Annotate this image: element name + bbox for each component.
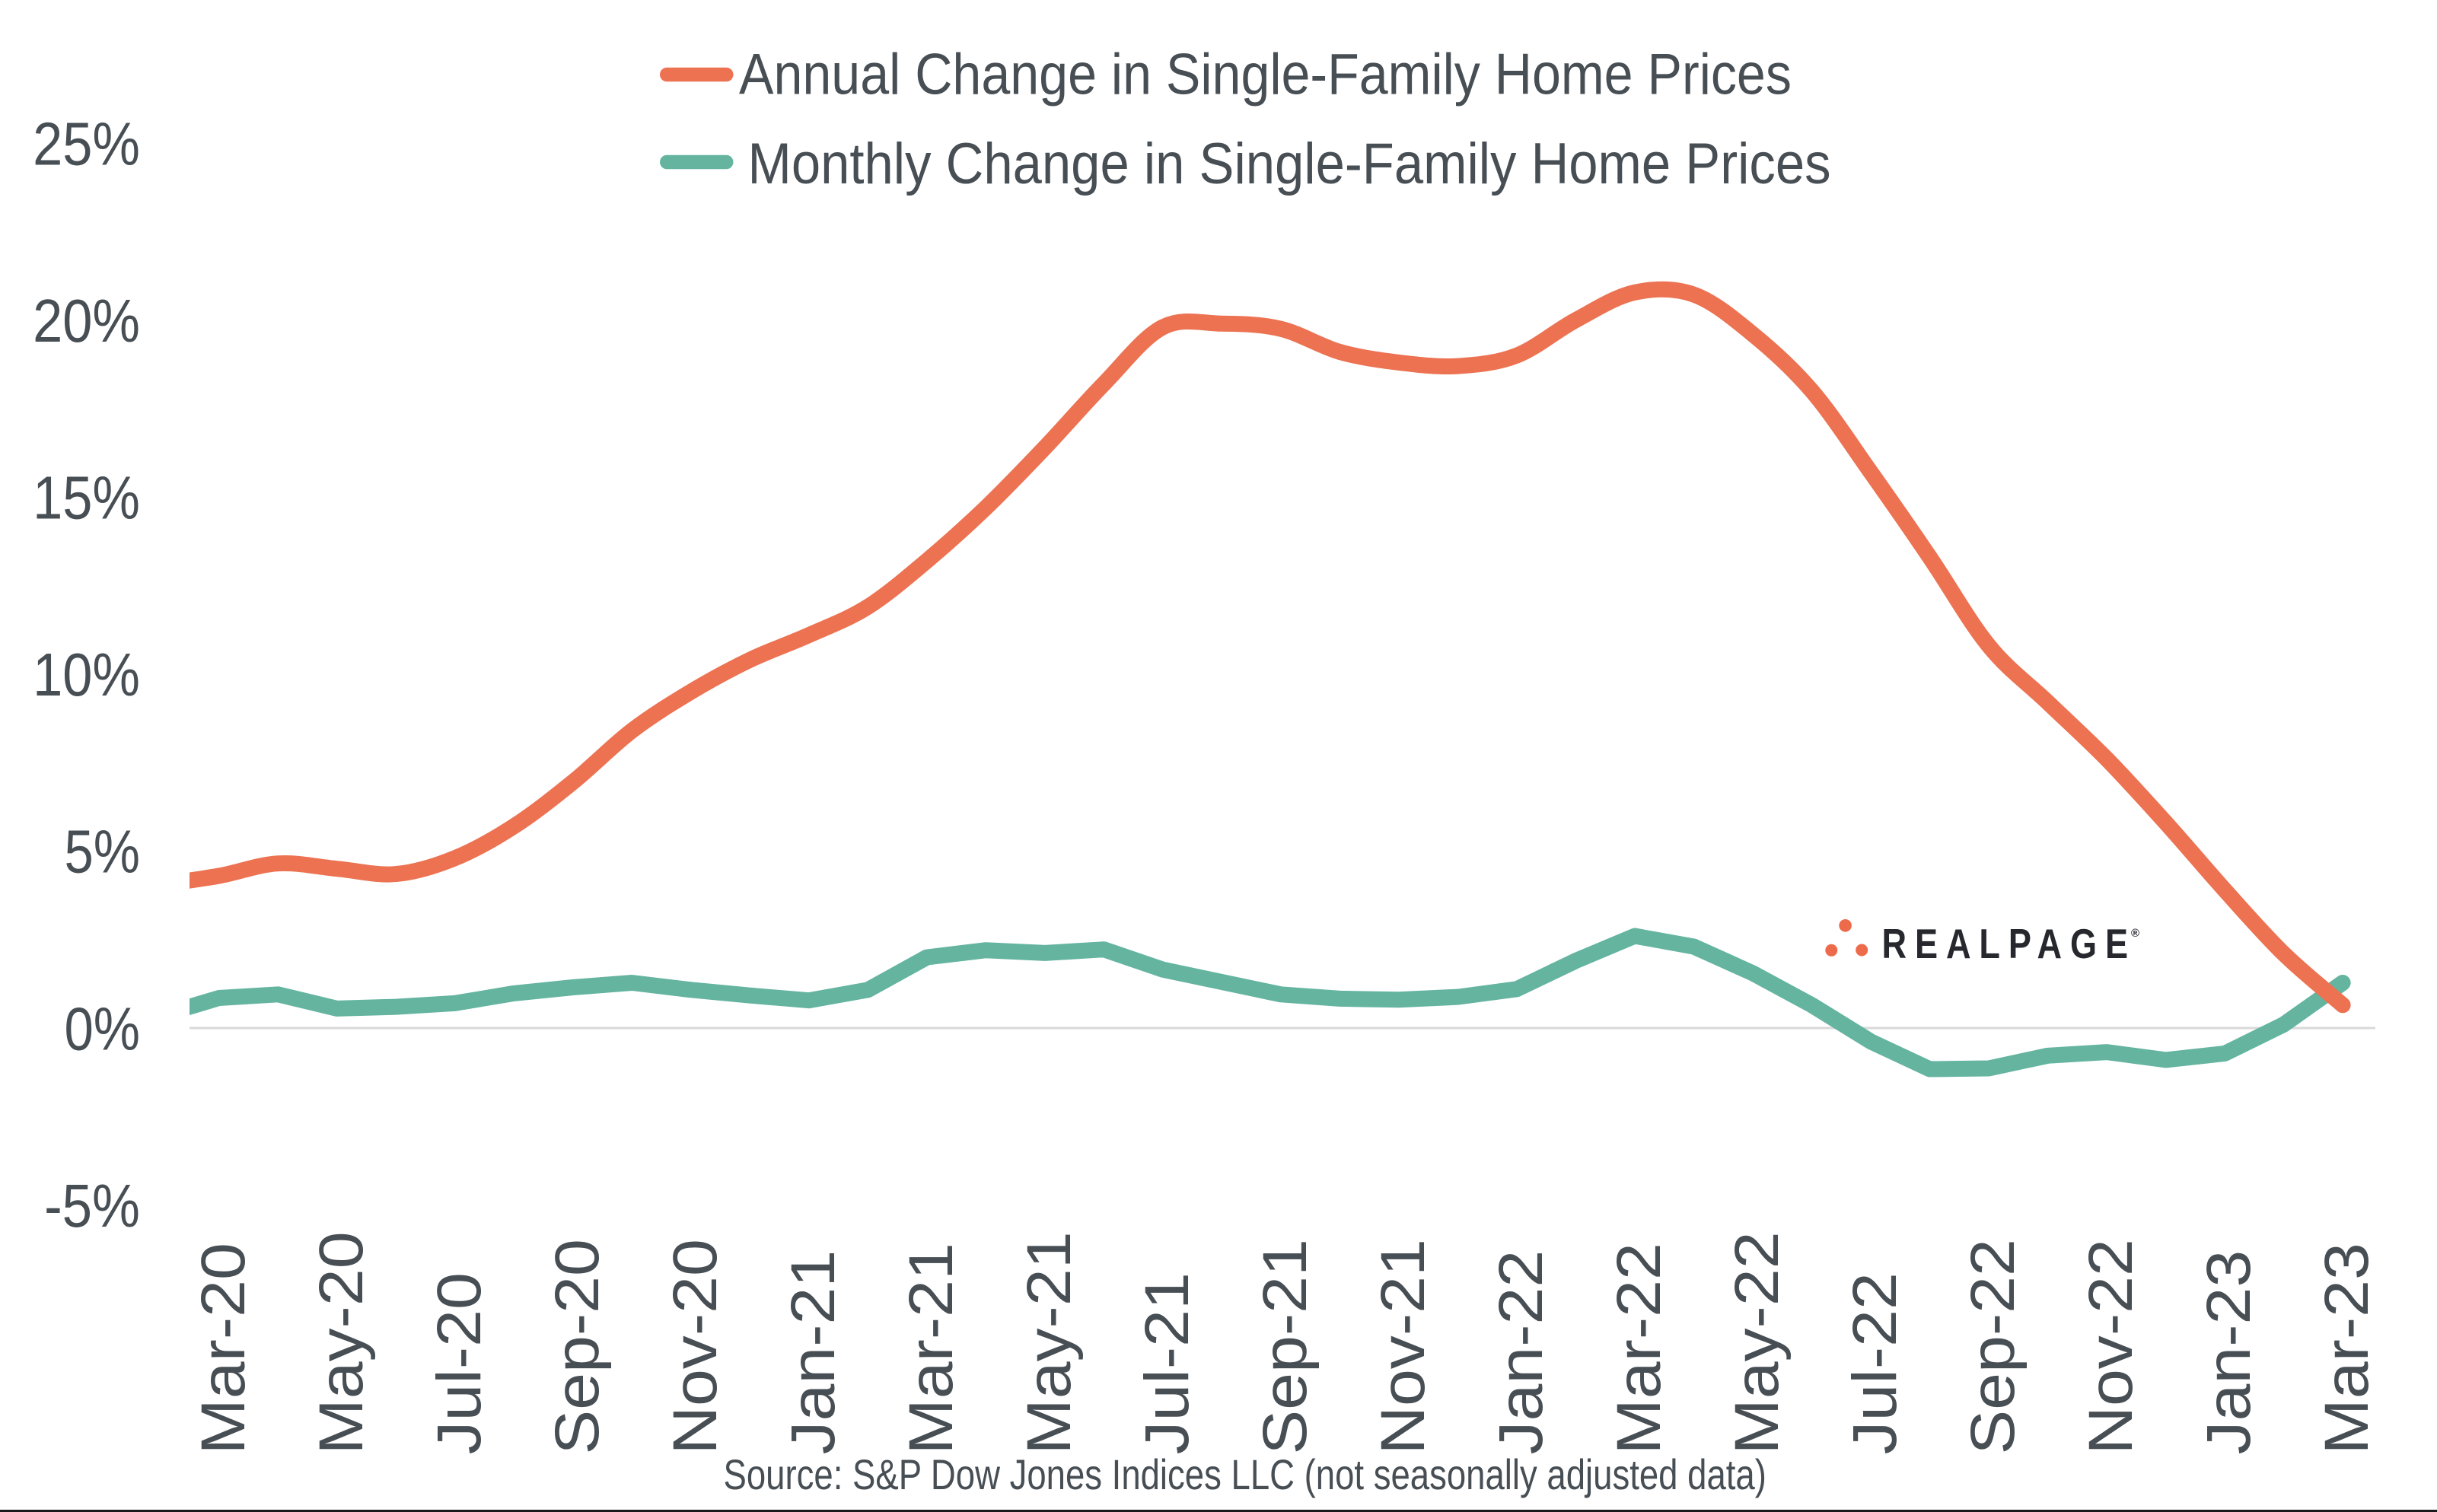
svg-text:Mar-22: Mar-22 bbox=[1604, 1243, 1674, 1454]
svg-text:Sep-22: Sep-22 bbox=[1958, 1239, 2028, 1454]
svg-text:Monthly Change in Single-Famil: Monthly Change in Single-Family Home Pri… bbox=[748, 132, 1831, 196]
svg-text:Nov-22: Nov-22 bbox=[2076, 1239, 2146, 1454]
svg-text:Sep-21: Sep-21 bbox=[1250, 1239, 1320, 1454]
svg-text:-5%: -5% bbox=[44, 1173, 140, 1240]
svg-text:Jul-20: Jul-20 bbox=[424, 1272, 494, 1454]
svg-text:May-20: May-20 bbox=[306, 1231, 376, 1454]
svg-text:Sep-20: Sep-20 bbox=[542, 1239, 612, 1454]
svg-text:Jul-21: Jul-21 bbox=[1132, 1272, 1203, 1454]
svg-text:5%: 5% bbox=[64, 817, 140, 886]
svg-text:May-21: May-21 bbox=[1015, 1231, 1085, 1454]
svg-text:Jan-23: Jan-23 bbox=[2194, 1250, 2264, 1455]
svg-text:Mar-21: Mar-21 bbox=[897, 1243, 967, 1454]
svg-text:25%: 25% bbox=[33, 110, 140, 177]
svg-text:20%: 20% bbox=[33, 287, 140, 355]
svg-text:Nov-20: Nov-20 bbox=[660, 1239, 730, 1454]
svg-text:Source: S&P Dow Jones Indices: Source: S&P Dow Jones Indices LLC (not s… bbox=[724, 1451, 1766, 1499]
svg-text:10%: 10% bbox=[33, 641, 140, 708]
svg-text:Nov-21: Nov-21 bbox=[1368, 1239, 1438, 1454]
svg-text:Jan-21: Jan-21 bbox=[779, 1250, 849, 1455]
svg-text:Jan-22: Jan-22 bbox=[1486, 1250, 1556, 1455]
svg-text:Annual Change in Single-Family: Annual Change in Single-Family Home Pric… bbox=[739, 43, 1792, 107]
svg-text:Mar-23: Mar-23 bbox=[2312, 1243, 2382, 1454]
svg-text:REALPAGE: REALPAGE bbox=[1882, 920, 2136, 967]
svg-text:15%: 15% bbox=[33, 463, 140, 531]
svg-text:Jul-22: Jul-22 bbox=[1840, 1272, 1910, 1454]
svg-text:0%: 0% bbox=[64, 994, 140, 1062]
svg-text:Mar-20: Mar-20 bbox=[188, 1243, 258, 1454]
svg-text:May-22: May-22 bbox=[1722, 1231, 1792, 1454]
svg-text:®: ® bbox=[2131, 927, 2139, 940]
